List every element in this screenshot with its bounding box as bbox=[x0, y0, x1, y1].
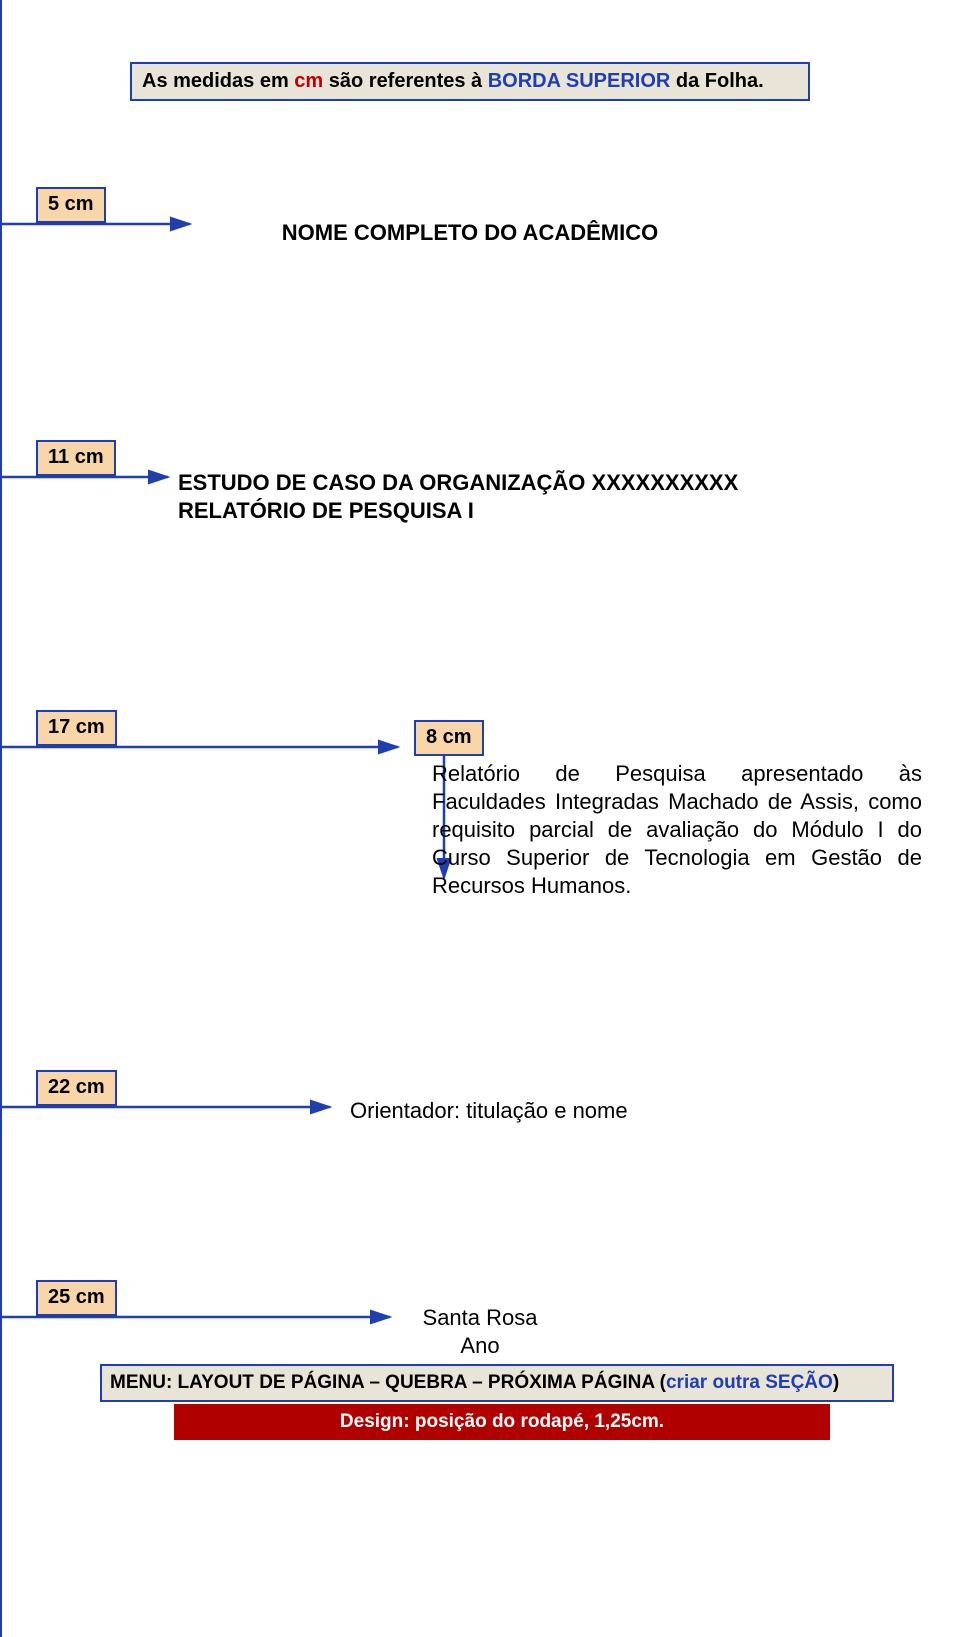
titulo-line2: RELATÓRIO DE PESQUISA I bbox=[178, 498, 878, 524]
titulo-line1: ESTUDO DE CASO DA ORGANIZAÇÃO XXXXXXXXXX bbox=[178, 470, 878, 496]
menu-instruction-box: MENU: LAYOUT DE PÁGINA – QUEBRA – PRÓXIM… bbox=[100, 1364, 894, 1402]
menu-part2: criar outra SEÇÃO bbox=[666, 1372, 833, 1393]
design-footer-box: Design: posição do rodapé, 1,25cm. bbox=[174, 1404, 830, 1440]
nome-academico: NOME COMPLETO DO ACADÊMICO bbox=[210, 220, 730, 246]
local-text: Santa Rosa bbox=[390, 1305, 570, 1331]
menu-part1: MENU: LAYOUT DE PÁGINA – QUEBRA – PRÓXIM… bbox=[110, 1372, 666, 1393]
menu-part3: ) bbox=[833, 1372, 839, 1393]
ano-text: Ano bbox=[390, 1333, 570, 1359]
orientador-text: Orientador: titulação e nome bbox=[350, 1098, 628, 1124]
nota-apresentacao: Relatório de Pesquisa apresentado às Fac… bbox=[432, 760, 922, 900]
